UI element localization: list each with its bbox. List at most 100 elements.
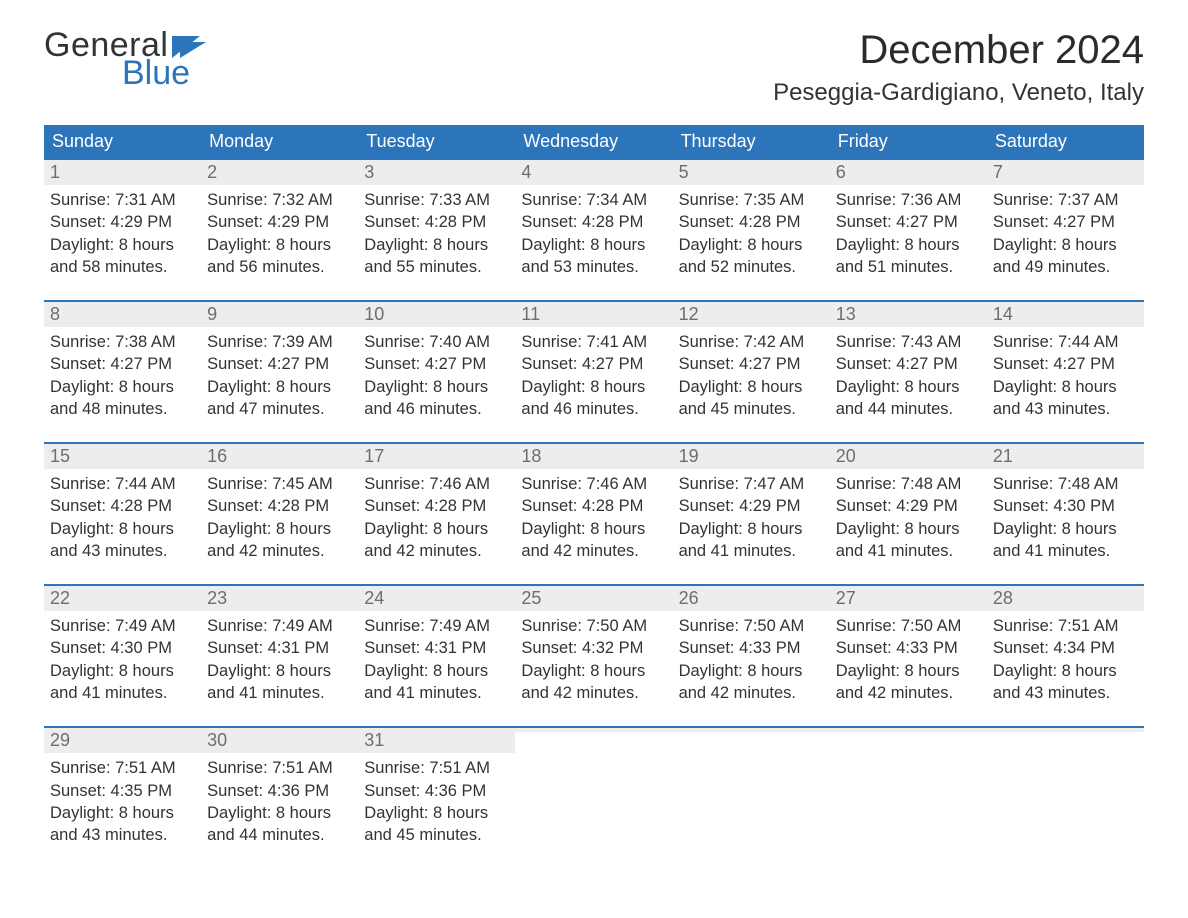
day-number: 19 — [679, 446, 699, 466]
day-sunset: Sunset: 4:35 PM — [50, 780, 195, 802]
day-daylight2: and 45 minutes. — [364, 824, 509, 846]
day-sunrise: Sunrise: 7:44 AM — [50, 473, 195, 495]
day-number: 15 — [50, 446, 70, 466]
day-body: Sunrise: 7:48 AMSunset: 4:29 PMDaylight:… — [830, 469, 987, 562]
day-number-bar: 12 — [673, 302, 830, 327]
day-sunset: Sunset: 4:27 PM — [836, 353, 981, 375]
day-number: 7 — [993, 162, 1003, 182]
day-number-bar: 20 — [830, 444, 987, 469]
day-daylight2: and 46 minutes. — [364, 398, 509, 420]
day-number-bar: 28 — [987, 586, 1144, 611]
day-cell — [987, 728, 1144, 868]
week-row: 22Sunrise: 7:49 AMSunset: 4:30 PMDayligh… — [44, 584, 1144, 726]
day-body: Sunrise: 7:44 AMSunset: 4:28 PMDaylight:… — [44, 469, 201, 562]
day-number-bar: 4 — [515, 160, 672, 185]
day-header-cell: Tuesday — [358, 125, 515, 158]
day-sunrise: Sunrise: 7:46 AM — [521, 473, 666, 495]
day-daylight2: and 44 minutes. — [836, 398, 981, 420]
week-row: 29 Sunrise: 7:51 AMSunset: 4:35 PM Dayligh… — [44, 726, 1144, 868]
day-number: 13 — [836, 304, 856, 324]
day-daylight2: and 56 minutes. — [207, 256, 352, 278]
day-daylight2: and 43 minutes. — [50, 824, 195, 846]
day-daylight1: Daylight: 8 hours — [836, 518, 981, 540]
day-sunrise: Sunrise: 7:50 AM — [679, 615, 824, 637]
calendar-table: SundayMondayTuesdayWednesdayThursdayFrid… — [44, 125, 1144, 868]
week-row: 15Sunrise: 7:44 AMSunset: 4:28 PMDayligh… — [44, 442, 1144, 584]
day-number-bar: 1 — [44, 160, 201, 185]
day-sunset: Sunset: 4:33 PM — [836, 637, 981, 659]
day-number-bar: 6 — [830, 160, 987, 185]
day-sunrise: Sunrise: 7:39 AM — [207, 331, 352, 353]
day-number-bar — [673, 728, 830, 732]
day-number-bar — [515, 728, 672, 732]
day-sunset: Sunset: 4:27 PM — [207, 353, 352, 375]
day-sunset: Sunset: 4:32 PM — [521, 637, 666, 659]
day-number: 24 — [364, 588, 384, 608]
day-daylight2: and 49 minutes. — [993, 256, 1138, 278]
day-number-bar: 19 — [673, 444, 830, 469]
day-daylight1: Daylight: 8 hours — [521, 660, 666, 682]
day-number-bar — [830, 728, 987, 732]
day-sunrise: Sunrise: 7:51 AM — [50, 757, 195, 779]
day-number: 14 — [993, 304, 1013, 324]
day-daylight1: Daylight: 8 hours — [207, 376, 352, 398]
day-daylight1: Daylight: 8 hours — [364, 376, 509, 398]
day-daylight1: Daylight: 8 hours — [207, 518, 352, 540]
day-daylight2: and 58 minutes. — [50, 256, 195, 278]
day-daylight2: and 42 minutes. — [521, 682, 666, 704]
day-body: Sunrise: 7:44 AMSunset: 4:27 PMDaylight:… — [987, 327, 1144, 420]
day-sunrise: Sunrise: 7:44 AM — [993, 331, 1138, 353]
day-body: Sunrise: 7:47 AMSunset: 4:29 PMDaylight:… — [673, 469, 830, 562]
day-body: Sunrise: 7:46 AMSunset: 4:28 PMDaylight:… — [515, 469, 672, 562]
day-number-bar: 26 — [673, 586, 830, 611]
day-body: Sunrise: 7:49 AMSunset: 4:31 PMDaylight:… — [358, 611, 515, 704]
day-daylight1: Daylight: 8 hours — [993, 234, 1138, 256]
day-sunrise: Sunrise: 7:35 AM — [679, 189, 824, 211]
day-sunrise: Sunrise: 7:46 AM — [364, 473, 509, 495]
day-sunrise: Sunrise: 7:41 AM — [521, 331, 666, 353]
day-header-cell: Sunday — [44, 125, 201, 158]
day-sunrise: Sunrise: 7:33 AM — [364, 189, 509, 211]
day-daylight1: Daylight: 8 hours — [679, 376, 824, 398]
day-daylight1: Daylight: 8 hours — [521, 518, 666, 540]
day-sunset: Sunset: 4:27 PM — [993, 211, 1138, 233]
day-sunrise: Sunrise: 7:36 AM — [836, 189, 981, 211]
day-body: Sunrise: 7:50 AMSunset: 4:33 PMDaylight:… — [830, 611, 987, 704]
day-number-bar: 10 — [358, 302, 515, 327]
day-number: 1 — [50, 162, 60, 182]
day-number-bar: 5 — [673, 160, 830, 185]
day-cell: 14 Sunrise: 7:44 AMSunset: 4:27 PMDayligh… — [987, 302, 1144, 442]
day-number-bar: 25 — [515, 586, 672, 611]
day-body: Sunrise: 7:33 AMSunset: 4:28 PMDaylight:… — [358, 185, 515, 278]
day-sunrise: Sunrise: 7:49 AM — [50, 615, 195, 637]
day-daylight1: Daylight: 8 hours — [50, 660, 195, 682]
day-daylight1: Daylight: 8 hours — [207, 234, 352, 256]
day-header-cell: Wednesday — [515, 125, 672, 158]
day-number: 28 — [993, 588, 1013, 608]
day-daylight2: and 41 minutes. — [364, 682, 509, 704]
day-body: Sunrise: 7:31 AMSunset: 4:29 PMDaylight:… — [44, 185, 201, 278]
day-daylight1: Daylight: 8 hours — [679, 234, 824, 256]
day-daylight1: Daylight: 8 hours — [836, 660, 981, 682]
day-body: Sunrise: 7:43 AMSunset: 4:27 PMDaylight:… — [830, 327, 987, 420]
day-number: 2 — [207, 162, 217, 182]
day-number: 25 — [521, 588, 541, 608]
day-sunset: Sunset: 4:27 PM — [364, 353, 509, 375]
day-number: 6 — [836, 162, 846, 182]
day-number: 29 — [50, 730, 70, 750]
day-cell: 10Sunrise: 7:40 AMSunset: 4:27 PMDayligh… — [358, 302, 515, 442]
day-sunset: Sunset: 4:28 PM — [364, 495, 509, 517]
day-number-bar — [987, 728, 1144, 732]
day-daylight1: Daylight: 8 hours — [993, 376, 1138, 398]
day-header-cell: Thursday — [673, 125, 830, 158]
day-sunset: Sunset: 4:28 PM — [521, 495, 666, 517]
day-cell: 28Sunrise: 7:51 AMSunset: 4:34 PMDayligh… — [987, 586, 1144, 726]
day-daylight1: Daylight: 8 hours — [207, 802, 352, 824]
day-daylight2: and 45 minutes. — [679, 398, 824, 420]
day-body: Sunrise: 7:42 AMSunset: 4:27 PMDaylight:… — [673, 327, 830, 420]
day-cell: 24 Sunrise: 7:49 AMSunset: 4:31 PMDayligh… — [358, 586, 515, 726]
day-cell: 30Sunrise: 7:51 AMSunset: 4:36 PMDayligh… — [201, 728, 358, 868]
day-number-bar: 13 — [830, 302, 987, 327]
day-cell: 7Sunrise: 7:37 AMSunset: 4:27 PMDaylight… — [987, 160, 1144, 300]
day-cell: 19 Sunrise: 7:47 AMSunset: 4:29 PMDayligh… — [673, 444, 830, 584]
